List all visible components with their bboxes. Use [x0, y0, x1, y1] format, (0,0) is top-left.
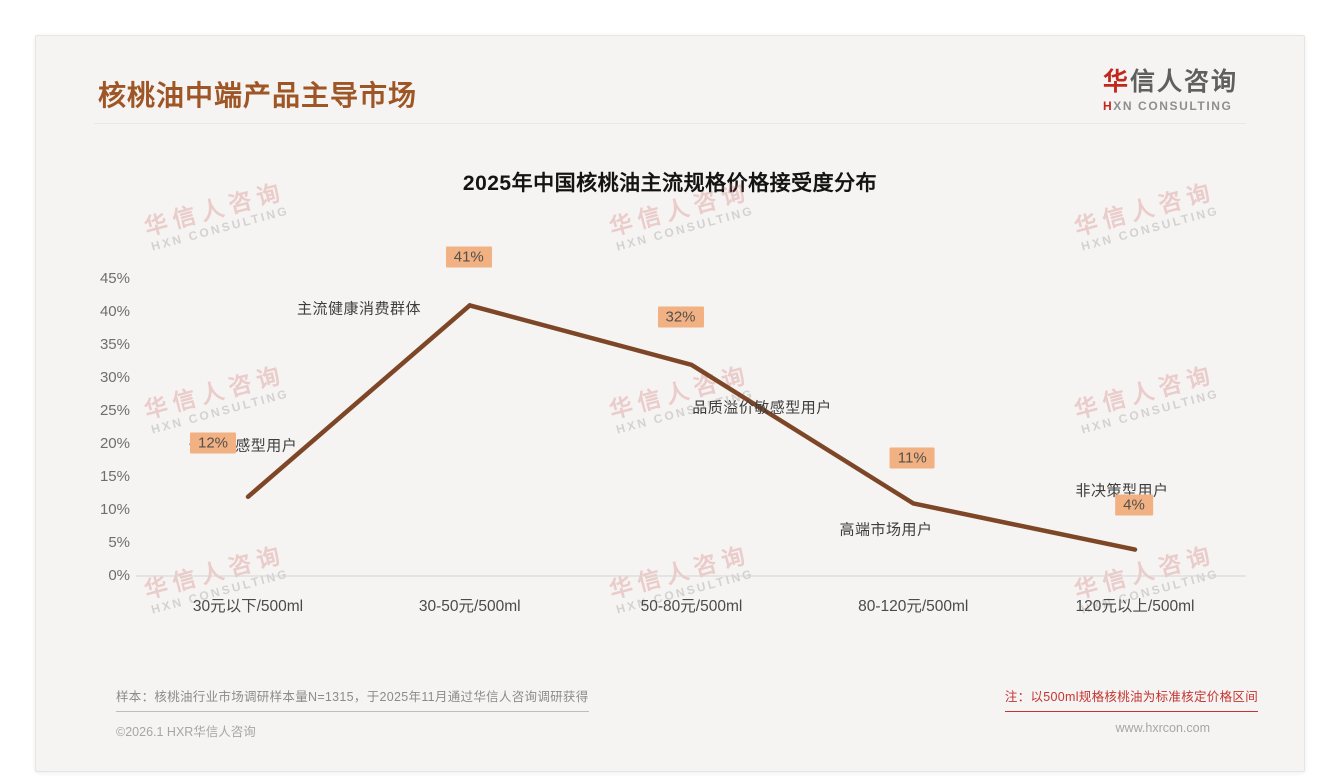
slide-card: 核桃油中端产品主导市场 华信人咨询 HXN CONSULTING 2025年中国…	[35, 35, 1305, 772]
price-note: 注：以500ml规格核桃油为标准核定价格区间	[1004, 686, 1258, 712]
y-tick-label: 30%	[99, 369, 130, 386]
line-chart	[136, 302, 1246, 577]
x-category-label: 30-50元/500ml	[418, 598, 521, 615]
point-annotation: 主流健康消费群体	[296, 300, 422, 318]
y-tick-label: 0%	[108, 567, 130, 584]
x-category-label: 120元以上/500ml	[1075, 598, 1195, 615]
sample-note: 样本：核桃油行业市场调研样本量N=1315，于2025年11月通过华信人咨询调研…	[116, 686, 589, 712]
brand-logo: 华信人咨询 HXN CONSULTING	[1103, 62, 1238, 113]
chart-title: 2025年中国核桃油主流规格价格接受度分布	[462, 172, 878, 195]
data-line	[245, 302, 1138, 552]
brand-logo-accent-char: 华	[1102, 68, 1130, 96]
value-badge: 12%	[189, 432, 237, 454]
y-tick-label: 5%	[108, 534, 130, 551]
y-axis-ticks: 45% 40% 35% 30% 25% 20% 15% 10% 5% 0%	[36, 36, 1304, 771]
y-tick-label: 10%	[99, 501, 130, 518]
x-category-label: 80-120元/500ml	[858, 598, 969, 615]
y-tick-label: 35%	[99, 336, 130, 353]
y-tick-label: 25%	[99, 402, 130, 419]
page-title: 核桃油中端产品主导市场	[98, 80, 418, 111]
point-annotation: 高端市场用户	[839, 521, 933, 539]
value-badge: 41%	[445, 246, 492, 268]
y-tick-label: 40%	[99, 303, 130, 320]
point-annotation: 品质溢价敏感型用户	[692, 399, 832, 417]
footer-copyright: ©2026.1 HXR华信人咨询	[116, 725, 256, 739]
footer-website: www.hxrcon.com	[1115, 721, 1210, 735]
value-badge: 11%	[889, 447, 935, 469]
brand-logo-chinese: 华信人咨询	[1103, 62, 1238, 98]
header-divider	[94, 123, 1246, 124]
y-tick-label: 15%	[99, 468, 130, 485]
value-badge: 4%	[1115, 494, 1153, 516]
y-tick-label: 45%	[99, 270, 130, 287]
brand-logo-english: HXN CONSULTING	[1102, 99, 1233, 113]
x-category-label: 30元以下/500ml	[192, 598, 304, 615]
x-axis-labels: 30元以下/500ml 30-50元/500ml 50-80元/500ml 80-12…	[36, 36, 1304, 771]
x-category-label: 50-80元/500ml	[640, 598, 743, 615]
value-badge: 32%	[657, 306, 704, 328]
y-tick-label: 20%	[99, 435, 130, 452]
brand-logo-rest: 信人咨询	[1129, 68, 1238, 96]
value-badges: 12% 41% 32% 11% 4%	[36, 36, 1304, 771]
